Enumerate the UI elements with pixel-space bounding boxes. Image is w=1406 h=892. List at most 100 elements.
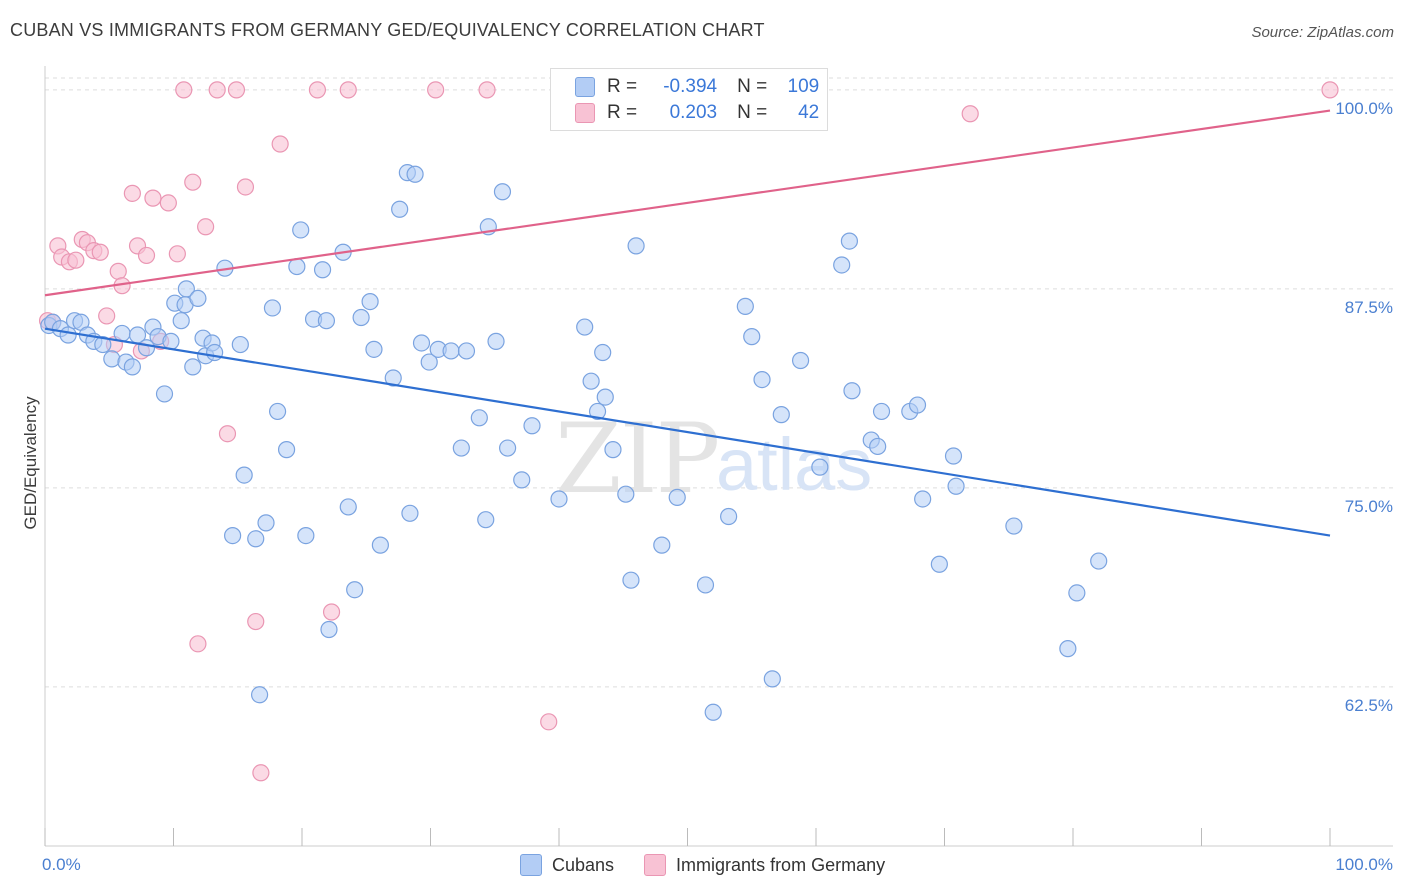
cubans-point	[914, 490, 932, 508]
legend-swatch-germany	[575, 103, 595, 123]
cubans-point	[297, 526, 315, 545]
cubans-point	[352, 308, 370, 327]
cubans-point	[753, 370, 771, 389]
series-label-germany: Immigrants from Germany	[676, 854, 886, 875]
cubans-point	[720, 507, 738, 526]
germany-point	[109, 262, 127, 280]
series-legend-germany: Immigrants from Germany	[644, 854, 885, 876]
legend-r-value-germany: 0.203	[669, 102, 718, 123]
cubans-point	[617, 485, 635, 503]
cubans-point	[420, 353, 438, 371]
cubans-point	[313, 261, 332, 279]
germany-point	[339, 81, 357, 99]
cubans-point	[604, 441, 622, 459]
germany-point	[322, 603, 341, 621]
cubans-point	[736, 297, 754, 315]
germany-point	[189, 635, 207, 653]
cubans-point	[550, 490, 568, 508]
cubans-point	[1005, 517, 1023, 535]
germany-point	[197, 218, 215, 236]
cubans-point	[268, 402, 287, 421]
cubans-point	[811, 458, 829, 476]
cubans-point	[94, 335, 112, 354]
cubans-point	[103, 350, 121, 368]
legend-r-label: R =	[607, 76, 638, 97]
cubans-point	[704, 703, 722, 721]
germany-point	[98, 307, 116, 325]
cubans-point	[1090, 552, 1108, 570]
legend-n-label: N =	[737, 102, 768, 123]
source-label: Source: ZipAtlas.com	[1251, 24, 1394, 41]
watermark-atlas: atlas	[716, 423, 872, 506]
germany-point	[218, 425, 237, 443]
germany-point	[184, 173, 202, 191]
series-label-cubans: Cubans	[552, 854, 615, 875]
cubans-point	[944, 447, 963, 465]
cubans-point	[406, 165, 424, 183]
cubans-point	[840, 232, 859, 250]
cubans-point	[582, 372, 600, 390]
germany-point	[175, 81, 193, 99]
germany-point	[961, 105, 979, 123]
cubans-point	[843, 382, 861, 400]
cubans-point	[493, 183, 512, 201]
cubans-points	[40, 164, 1108, 721]
legend-r-label: R =	[607, 102, 638, 123]
y-axis-label: GED/Equivalency	[21, 396, 40, 530]
y-tick-label: 100.0%	[1335, 99, 1393, 118]
germany-point	[208, 81, 226, 99]
cubans-point	[947, 477, 965, 495]
cubans-point	[1059, 640, 1077, 658]
series-legend: Cubans Immigrants from Germany	[520, 852, 915, 878]
cubans-point	[576, 318, 594, 336]
cubans-point	[155, 385, 174, 403]
cubans-point	[292, 221, 310, 239]
cubans-point	[250, 686, 269, 704]
cubans-point	[288, 257, 306, 276]
cubans-point	[499, 439, 517, 457]
cubans-point	[653, 536, 671, 554]
legend-row-germany: R = 0.203 N = 42	[575, 101, 819, 125]
cubans-point	[833, 256, 851, 274]
cubans-point	[365, 340, 383, 358]
cubans-point	[594, 343, 612, 362]
germany-point	[168, 245, 186, 263]
legend-n-label: N =	[737, 76, 768, 97]
y-tick-labels: 100.0% 87.5% 75.0% 62.5%	[1335, 99, 1393, 715]
y-tick-label: 87.5%	[1345, 298, 1393, 317]
trend-lines	[44, 109, 1331, 537]
stats-legend: R = -0.394 N = 109 R = 0.203 N = 42	[550, 68, 828, 131]
germany-point	[137, 246, 156, 265]
cubans-point	[277, 441, 296, 459]
series-legend-cubans: Cubans	[520, 854, 614, 876]
series-swatch-cubans	[520, 854, 542, 876]
cubans-point	[1068, 584, 1086, 602]
legend-row-cubans: R = -0.394 N = 109	[575, 75, 819, 99]
cubans-point	[189, 289, 207, 308]
chart-title: CUBAN VS IMMIGRANTS FROM GERMANY GED/EQU…	[10, 20, 765, 40]
cubans-point	[184, 358, 202, 376]
cubans-point	[908, 396, 927, 414]
x-tick-labels: 0.0% 100.0%	[42, 855, 1393, 874]
germany-point	[227, 81, 246, 99]
axes	[44, 66, 1393, 847]
cubans-point	[477, 511, 495, 529]
cubans-point	[177, 280, 195, 298]
cubans-point	[361, 292, 379, 311]
cubans-point	[206, 343, 224, 362]
cubans-point	[791, 351, 810, 370]
cubans-point	[123, 358, 141, 376]
cubans-point	[412, 334, 431, 352]
y-tick-label: 75.0%	[1345, 497, 1393, 516]
cubans-point	[317, 312, 336, 330]
germany-point	[159, 194, 177, 212]
cubans-trend-line	[44, 327, 1331, 537]
cubans-point	[930, 555, 948, 573]
cubans-point	[457, 342, 476, 360]
cubans-point	[442, 342, 460, 360]
cubans-point	[235, 466, 253, 484]
germany-point	[427, 81, 445, 99]
germany-point	[1321, 81, 1339, 99]
cubans-point	[622, 571, 640, 589]
